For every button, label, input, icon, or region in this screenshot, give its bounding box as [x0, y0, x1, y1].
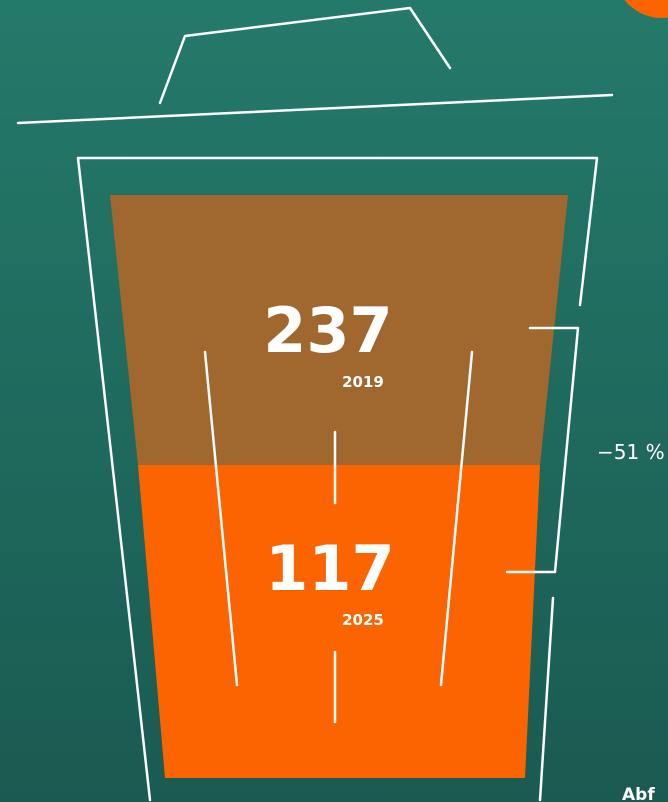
year-2019: 2019	[342, 373, 384, 391]
year-2025: 2025	[342, 611, 384, 629]
change-bracket	[505, 326, 580, 574]
value-2025: 117	[265, 532, 394, 605]
change-label: −51 %	[597, 440, 665, 464]
lid-line	[16, 93, 614, 125]
footer-text: Abf	[622, 785, 655, 802]
orange-blob	[624, 0, 668, 18]
lid	[16, 6, 614, 125]
lid-handle	[158, 6, 452, 105]
can-rib	[203, 350, 239, 687]
fill-2019	[110, 195, 568, 465]
fill-2025	[138, 465, 540, 778]
can-rib	[439, 350, 474, 687]
can-side	[76, 156, 599, 802]
can-outline	[76, 156, 599, 802]
value-2019: 237	[263, 294, 392, 367]
can-side	[538, 596, 555, 802]
